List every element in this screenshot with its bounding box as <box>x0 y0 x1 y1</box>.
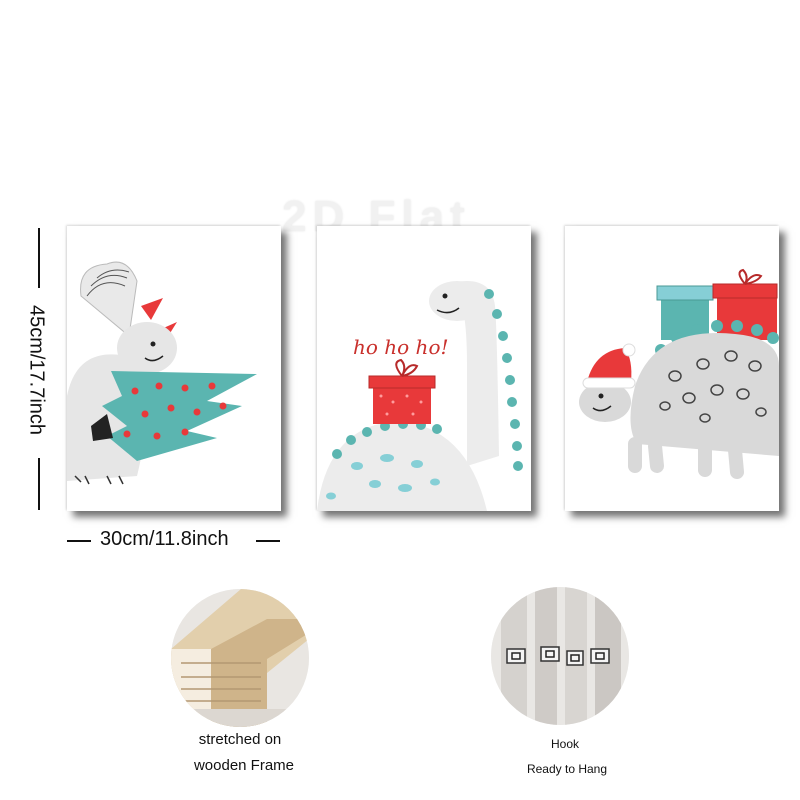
width-marker-right <box>256 540 280 542</box>
stegosaurus-illustration <box>579 268 779 479</box>
canvas-panel-stegosaurus <box>565 226 779 511</box>
width-label: 30cm/11.8inch <box>100 528 229 550</box>
canvas-panel-triceratops <box>67 226 281 511</box>
frame-caption-line2: wooden Frame <box>193 757 295 774</box>
hook-caption-line2: Ready to Hang <box>526 762 608 776</box>
frame-caption-line1: stretched on <box>198 731 282 748</box>
height-marker-bottom <box>38 458 40 510</box>
hook-photo <box>491 587 629 725</box>
height-label: 45cm/17.7inch <box>25 304 48 436</box>
hook-caption-line1: Hook <box>550 737 580 751</box>
canvas-panel-brachiosaurus: ho ho ho! <box>317 226 531 511</box>
height-marker-top <box>38 228 40 288</box>
brachiosaurus-illustration: ho ho ho! <box>317 281 523 511</box>
wooden-frame-photo <box>171 589 309 727</box>
greeting-text: ho ho ho! <box>353 335 449 359</box>
triceratops-illustration <box>67 261 257 485</box>
width-marker-left <box>67 540 91 542</box>
